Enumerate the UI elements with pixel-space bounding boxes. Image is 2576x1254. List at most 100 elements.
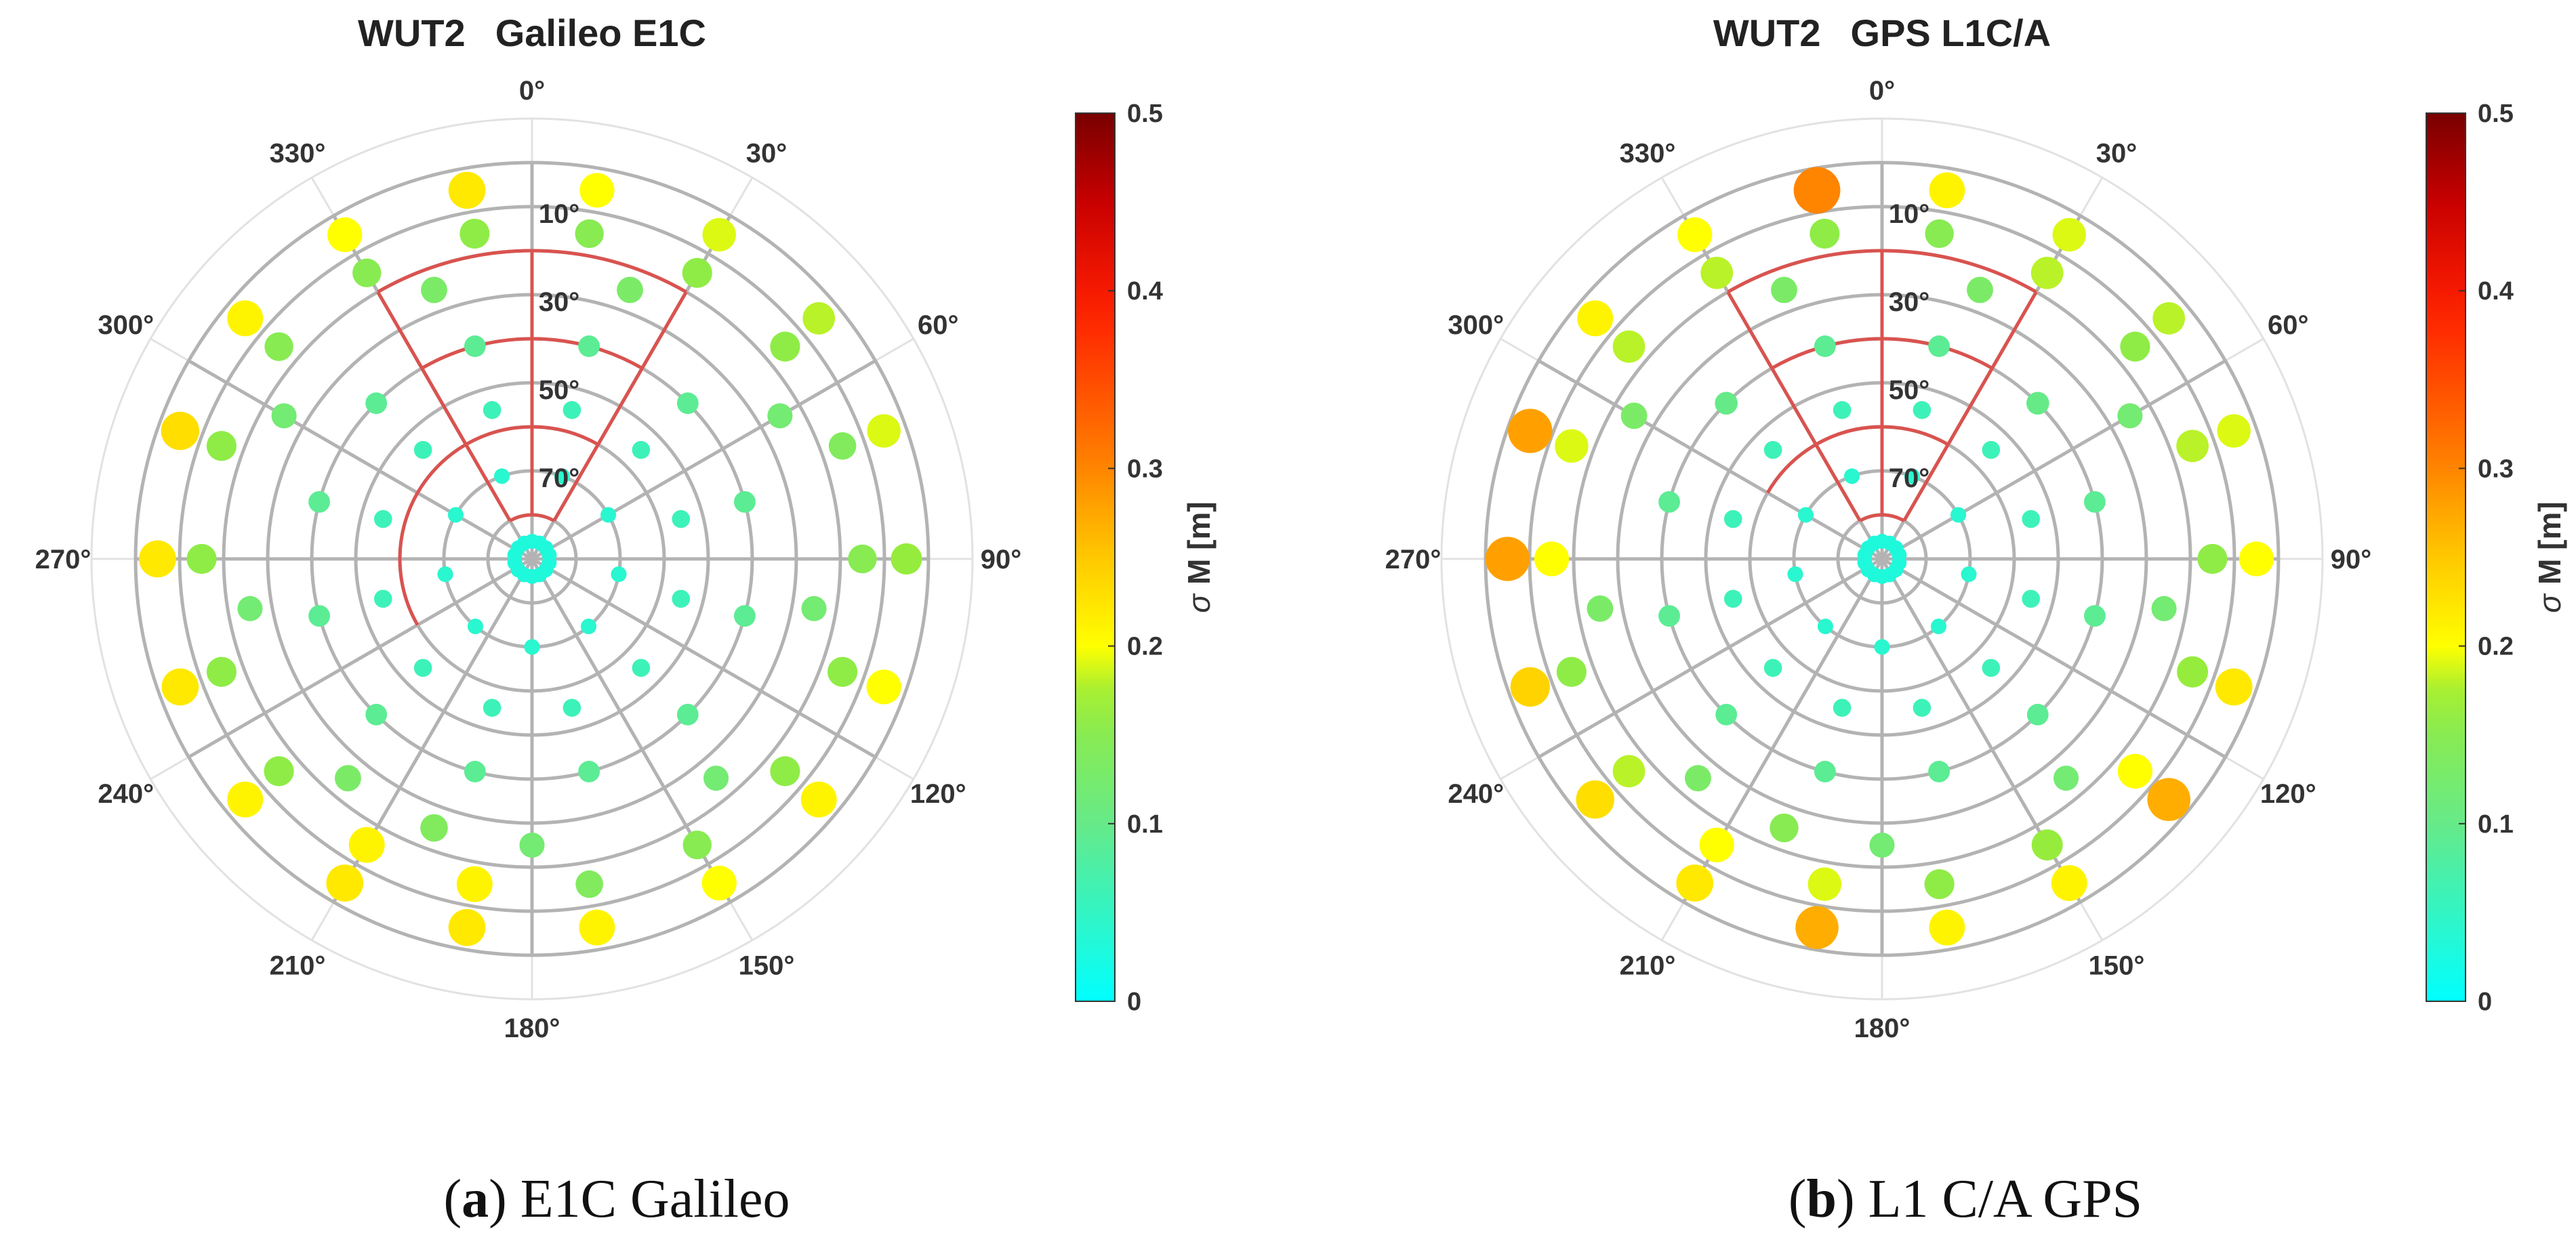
colorbar <box>2426 112 2466 1002</box>
data-point <box>1931 619 1947 635</box>
data-point <box>352 258 382 288</box>
data-point <box>891 543 922 574</box>
data-point <box>206 656 237 687</box>
data-point <box>483 400 502 419</box>
azimuth-label: 150° <box>2089 950 2145 980</box>
data-point <box>563 698 581 717</box>
data-point <box>2197 543 2228 574</box>
data-point <box>1771 276 1797 304</box>
title-station: WUT2 <box>358 12 466 54</box>
azimuth-label: 300° <box>1448 310 1504 340</box>
data-point <box>308 605 330 627</box>
outer-spoke <box>2079 177 2104 217</box>
data-point <box>611 566 627 583</box>
elevation-label: 70° <box>539 463 580 493</box>
data-point <box>1925 219 1954 249</box>
data-point <box>1508 409 1553 453</box>
outer-spoke <box>2224 756 2264 780</box>
data-point <box>448 908 486 946</box>
data-point <box>1913 698 1931 717</box>
colorbar-tick-label: 0.5 <box>2478 100 2514 128</box>
panel-title: WUT2 Galileo E1C <box>358 12 706 54</box>
data-point <box>632 659 651 677</box>
data-point <box>575 870 603 898</box>
azimuth-label: 60° <box>918 310 959 340</box>
data-point <box>563 400 581 419</box>
data-point <box>161 668 199 706</box>
colorbar-tick-label: 0.1 <box>2478 810 2514 839</box>
data-point <box>1929 909 1965 946</box>
data-point <box>2215 668 2253 706</box>
data-point <box>2022 509 2041 528</box>
data-point <box>1534 541 1570 577</box>
data-point <box>459 218 490 249</box>
data-point <box>1833 400 1852 419</box>
data-point <box>770 331 800 362</box>
azimuth-spoke <box>1881 359 2226 561</box>
azimuth-label: 330° <box>1620 139 1676 169</box>
data-point <box>413 440 432 459</box>
data-point <box>632 440 651 459</box>
data-point <box>264 332 293 361</box>
caption-text: E1C Galileo <box>520 1169 790 1229</box>
data-point <box>770 756 800 787</box>
data-point <box>848 544 877 574</box>
azimuth-label: 0° <box>1869 76 1895 106</box>
data-point <box>682 257 712 288</box>
azimuth-label: 240° <box>1448 779 1504 809</box>
elevation-label: 30° <box>1889 287 1930 317</box>
data-point <box>702 217 736 252</box>
azimuth-label: 90° <box>981 545 1022 574</box>
data-point <box>2053 766 2079 791</box>
data-point <box>703 766 729 791</box>
data-point <box>161 411 200 451</box>
azimuth-label: 0° <box>519 76 545 106</box>
data-point <box>373 589 392 608</box>
data-point <box>373 509 392 528</box>
caption-b: (b) L1 C/A GPS <box>1788 1169 2143 1229</box>
caption-letter: a <box>462 1169 489 1229</box>
azimuth-spoke <box>1538 557 1883 759</box>
colorbar-tick-label: 0.1 <box>1127 810 1163 839</box>
data-point <box>801 595 827 621</box>
data-point <box>1763 440 1782 459</box>
data-point <box>271 403 297 429</box>
azimuth-spoke <box>188 359 533 561</box>
data-point <box>2030 256 2064 289</box>
data-point <box>866 669 901 705</box>
data-point <box>827 656 858 687</box>
data-point <box>2084 490 2106 513</box>
elevation-label: 10° <box>539 199 580 229</box>
data-point <box>464 761 486 782</box>
data-point <box>2217 414 2251 448</box>
data-point <box>1510 667 1550 707</box>
data-point <box>1715 392 1738 415</box>
data-point <box>1677 217 1713 253</box>
highlight-radial <box>1726 291 1862 522</box>
data-point <box>1485 537 1530 581</box>
data-point <box>672 509 691 528</box>
azimuth-label: 30° <box>746 139 788 169</box>
data-point <box>348 827 385 863</box>
elevation-label: 30° <box>539 287 580 317</box>
outer-spoke <box>874 337 914 362</box>
data-point <box>456 866 493 902</box>
data-point <box>264 756 294 787</box>
data-point <box>1810 218 1840 249</box>
data-point <box>139 540 176 578</box>
data-point <box>1874 639 1890 655</box>
colorbar-label-symbol: σ <box>2532 593 2567 613</box>
data-point <box>672 589 691 608</box>
zenith-point <box>516 535 532 551</box>
data-point <box>1929 172 1965 209</box>
data-point <box>519 832 545 858</box>
data-point <box>2177 656 2209 688</box>
highlight-radial <box>376 291 512 522</box>
azimuth-label: 90° <box>2331 545 2372 574</box>
data-point <box>1576 780 1615 819</box>
azimuth-spoke <box>188 557 533 759</box>
data-point <box>1787 566 1803 583</box>
data-point <box>1833 698 1852 717</box>
data-point <box>1723 589 1742 608</box>
data-point <box>227 781 264 818</box>
